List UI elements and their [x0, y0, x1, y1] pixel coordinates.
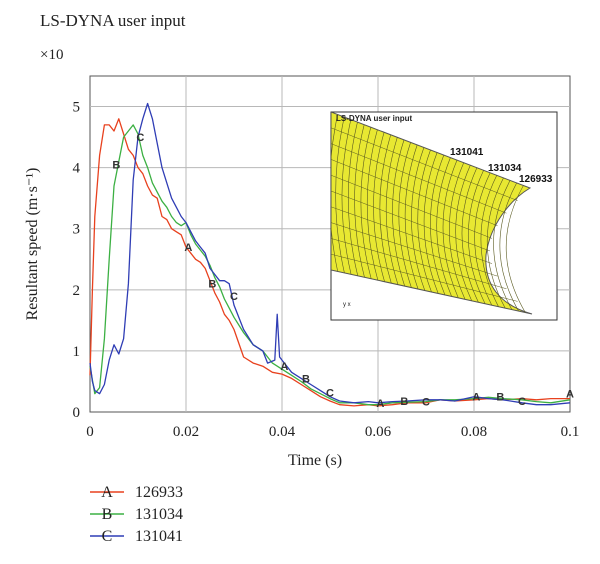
mesh-ring-line — [430, 154, 446, 296]
curve-marker-a: A — [472, 392, 480, 404]
mesh-ring-line — [366, 129, 379, 281]
mesh-ring-line — [385, 137, 399, 285]
y-tick-label: 1 — [73, 344, 81, 360]
legend-label-a: 126933 — [135, 484, 183, 501]
mesh-ring-line — [505, 185, 526, 313]
mesh-ring-line — [335, 117, 345, 273]
mesh-ring-line — [360, 127, 372, 279]
curve-marker-c: C — [422, 397, 430, 409]
y-tick-label: 0 — [73, 405, 81, 421]
curve-marker-a: A — [280, 361, 288, 373]
curve-marker-a: A — [566, 389, 574, 401]
x-axis-label: Time (s) — [288, 452, 342, 469]
curve-marker-b: B — [400, 396, 408, 408]
mesh-ring-line — [442, 159, 459, 299]
legend-entry-b: B 131034 — [90, 506, 183, 523]
mesh-axial-line — [331, 143, 507, 214]
mesh-axial-line — [331, 253, 518, 302]
mesh-axial-line — [331, 222, 498, 277]
legend-marker-b: B — [102, 506, 113, 523]
x-tick-label: 0.02 — [173, 424, 199, 440]
legend-marker-a: A — [101, 484, 113, 501]
mesh-axial-line — [331, 159, 498, 227]
curve-marker-b: B — [208, 279, 216, 291]
inset-mesh-surface — [331, 112, 533, 315]
curve-marker-c: C — [136, 132, 144, 144]
mesh-ring-line — [348, 122, 359, 276]
x-tick-label: 0.08 — [461, 424, 487, 440]
mesh-ring-line — [449, 162, 466, 300]
curve-marker-c: C — [326, 387, 334, 399]
mesh-ring-line — [341, 119, 352, 275]
legend-entry-c: C 131041 — [90, 528, 183, 545]
mesh-ring-line — [392, 139, 405, 287]
legend-label-b: 131034 — [135, 506, 183, 523]
legend-entry-a: A 126933 — [90, 484, 183, 501]
series-line-b — [89, 124, 571, 406]
mesh-ring-line — [499, 182, 519, 312]
y-tick-label: 2 — [73, 283, 81, 299]
curve-marker-a: A — [184, 242, 192, 254]
mesh-ring-line — [398, 142, 412, 288]
curve-marker-b: B — [302, 373, 310, 385]
x-tick-labels: 0 0.02 0.04 0.06 0.08 0.1 — [86, 424, 579, 440]
curve-marker-c: C — [518, 396, 526, 408]
curve-marker-a: A — [376, 398, 384, 410]
x-tick-label: 0.1 — [561, 424, 580, 440]
inset-title: LS-DYNA user input — [336, 114, 412, 123]
series-lines — [89, 102, 571, 407]
series-markers: B C A B C A B C A B C A B C A — [112, 132, 574, 410]
series-line-a — [89, 118, 570, 407]
y-tick-label: 3 — [73, 222, 81, 238]
inset-axis-glyph: y x — [343, 302, 351, 308]
inset-mesh-lines — [331, 114, 526, 313]
mesh-ring-line — [331, 114, 338, 272]
curve-marker-c: C — [230, 291, 238, 303]
mesh-ring-line — [411, 147, 426, 291]
mesh-axial-line — [331, 127, 518, 201]
mesh-ring-line — [417, 149, 432, 293]
inset-node-label-3: 126933 — [519, 174, 553, 185]
mesh-ring-line — [354, 124, 365, 278]
curve-marker-b: B — [496, 392, 504, 404]
mesh-axial-line — [331, 190, 491, 252]
series-line-c — [89, 102, 571, 406]
x-tick-label: 0.04 — [269, 424, 296, 440]
mesh-ring-line — [423, 152, 439, 294]
chart-title: LS-DYNA user input — [40, 11, 186, 30]
x-tick-label: 0.06 — [365, 424, 392, 440]
legend-label-c: 131041 — [135, 528, 183, 545]
mesh-ring-line — [493, 180, 513, 310]
mesh-axial-line — [331, 206, 493, 264]
inset-mesh-view: LS-DYNA user input 131041 131034 126933 … — [330, 111, 558, 321]
inset-node-label-2: 131034 — [488, 163, 522, 174]
mesh-ring-line — [404, 144, 419, 290]
y-axis-label: Resultant speed (m·s⁻¹) — [24, 168, 41, 321]
inset-node-label-1: 131041 — [450, 147, 484, 158]
y-multiplier: ×10 — [40, 47, 63, 63]
curve-marker-b: B — [112, 160, 120, 172]
legend: A 126933 B 131034 C 131041 — [90, 484, 183, 545]
mesh-ring-line — [455, 165, 472, 301]
mesh-ring-line — [379, 134, 392, 284]
y-tick-label: 4 — [73, 161, 81, 177]
y-tick-label: 5 — [73, 100, 81, 116]
mesh-axial-line — [331, 174, 493, 239]
y-tick-labels: 0 1 2 3 4 5 — [73, 100, 81, 421]
mesh-ring-line — [436, 157, 452, 297]
mesh-axial-line — [331, 238, 507, 290]
legend-marker-c: C — [102, 528, 113, 545]
x-tick-label: 0 — [86, 424, 94, 440]
